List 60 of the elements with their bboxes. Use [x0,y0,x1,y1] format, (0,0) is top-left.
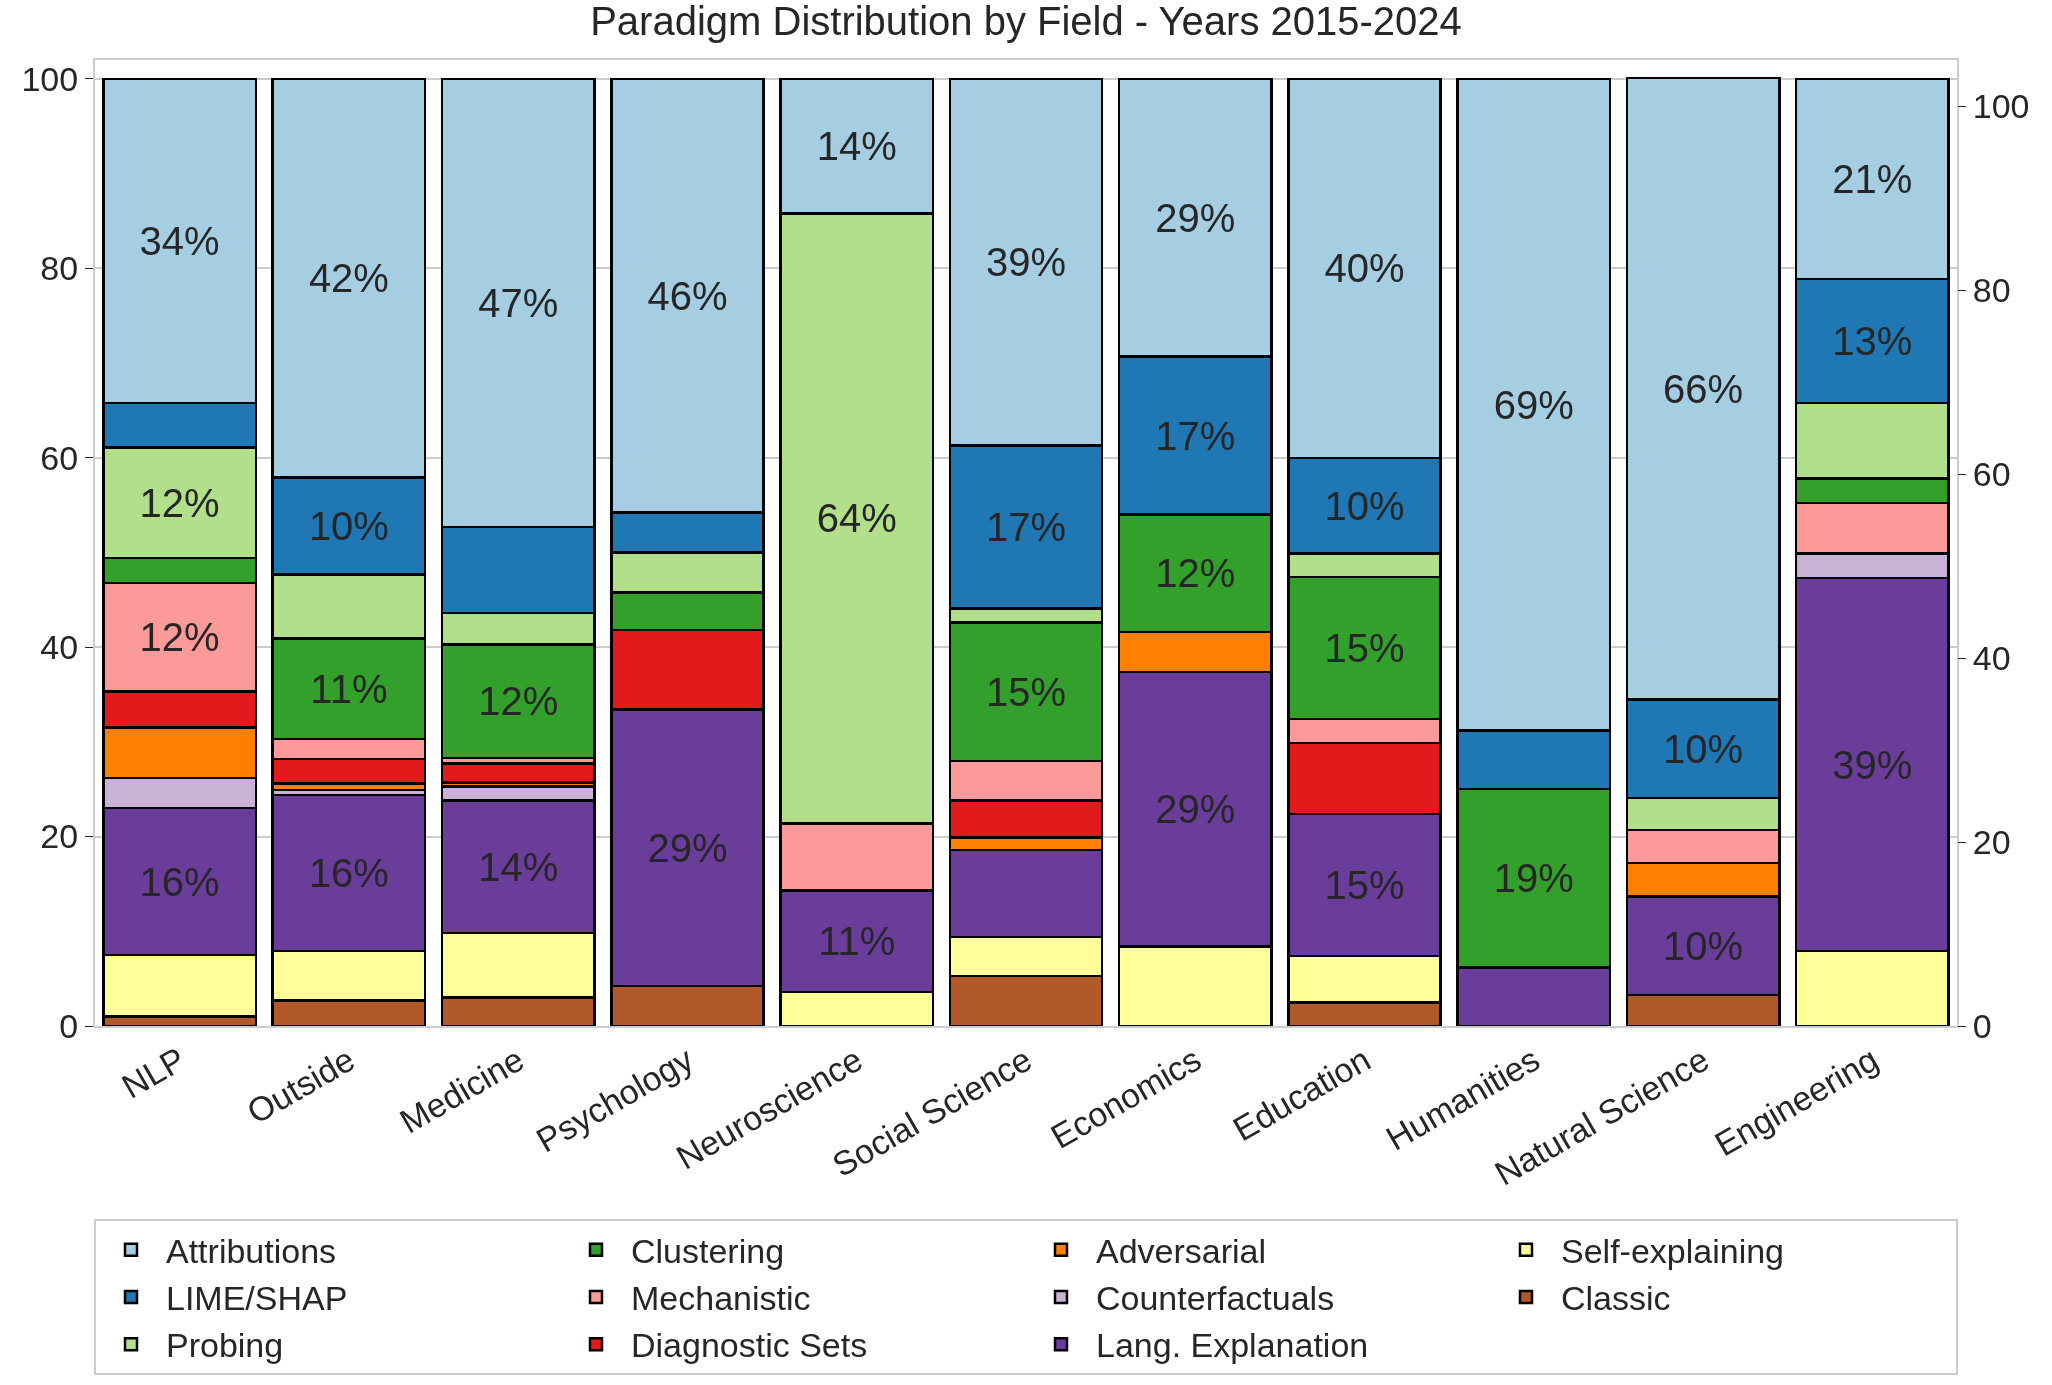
legend-label: Diagnostic Sets [631,1326,868,1365]
data-label: 69% [1493,382,1574,427]
legend-label: Classic [1561,1279,1671,1318]
data-label: 40% [1324,246,1405,291]
data-label: 47% [478,280,559,325]
data-label: 14% [478,844,559,889]
data-label: 42% [308,256,389,301]
legend-label: Probing [166,1326,284,1365]
data-label: 29% [647,825,728,870]
data-label: 10% [1324,483,1405,528]
y2-tick-label: 60 [1972,454,2011,493]
legend-label: Lang. Explanation [1096,1326,1369,1365]
legend-label: Mechanistic [631,1279,811,1318]
legend-label: Adversarial [1096,1232,1267,1271]
data-label: 10% [308,503,389,548]
x-tick-label: NLP [115,1039,192,1106]
data-label: 64% [816,496,897,541]
data-label: 11% [310,666,388,711]
data-label: 14% [816,124,897,169]
data-label: 11% [818,919,896,964]
y-tick-label: 40 [40,628,79,667]
y2-tick-label: 0 [1972,1006,1992,1045]
y2-tick-label: 100 [1972,86,2030,125]
data-label: 15% [985,669,1067,714]
data-label: 17% [985,504,1067,549]
legend-label: Clustering [631,1232,785,1271]
data-label: 19% [1493,856,1574,901]
data-label: 13% [1832,318,1913,363]
data-label: 12% [478,679,559,724]
data-label: 46% [647,273,728,318]
y-tick-label: 0 [59,1006,79,1045]
y2-tick-label: 80 [1972,270,2011,309]
data-label: 12% [139,480,220,525]
data-label: 12% [139,615,220,660]
legend-label: LIME/SHAP [166,1279,348,1318]
data-label: 10% [1663,726,1744,771]
data-label: 17% [1155,413,1236,458]
legend-label: Counterfactuals [1096,1279,1335,1318]
y2-tick-label: 20 [1972,822,2011,861]
data-label: 29% [1155,787,1236,832]
y-tick-label: 100 [21,59,79,98]
data-label: 15% [1324,626,1405,671]
data-label: 12% [1155,551,1236,596]
y-tick-label: 80 [40,249,79,288]
data-label: 66% [1663,366,1744,411]
data-label: 15% [1324,862,1405,907]
data-label: 29% [1155,195,1236,240]
data-label: 39% [1832,742,1913,787]
data-label: 16% [139,859,220,904]
data-label: 21% [1832,156,1913,201]
y-tick-label: 60 [40,438,79,477]
data-label: 39% [985,240,1067,285]
y-tick-label: 20 [40,817,79,856]
y2-tick-label: 40 [1972,638,2011,677]
data-label: 16% [308,851,389,896]
legend-label: Attributions [166,1232,337,1271]
chart-title: Paradigm Distribution by Field - Years 2015-2024 [590,0,1462,43]
legend-label: Self-explaining [1561,1232,1785,1271]
data-label: 34% [139,218,220,263]
data-label: 10% [1663,923,1744,968]
